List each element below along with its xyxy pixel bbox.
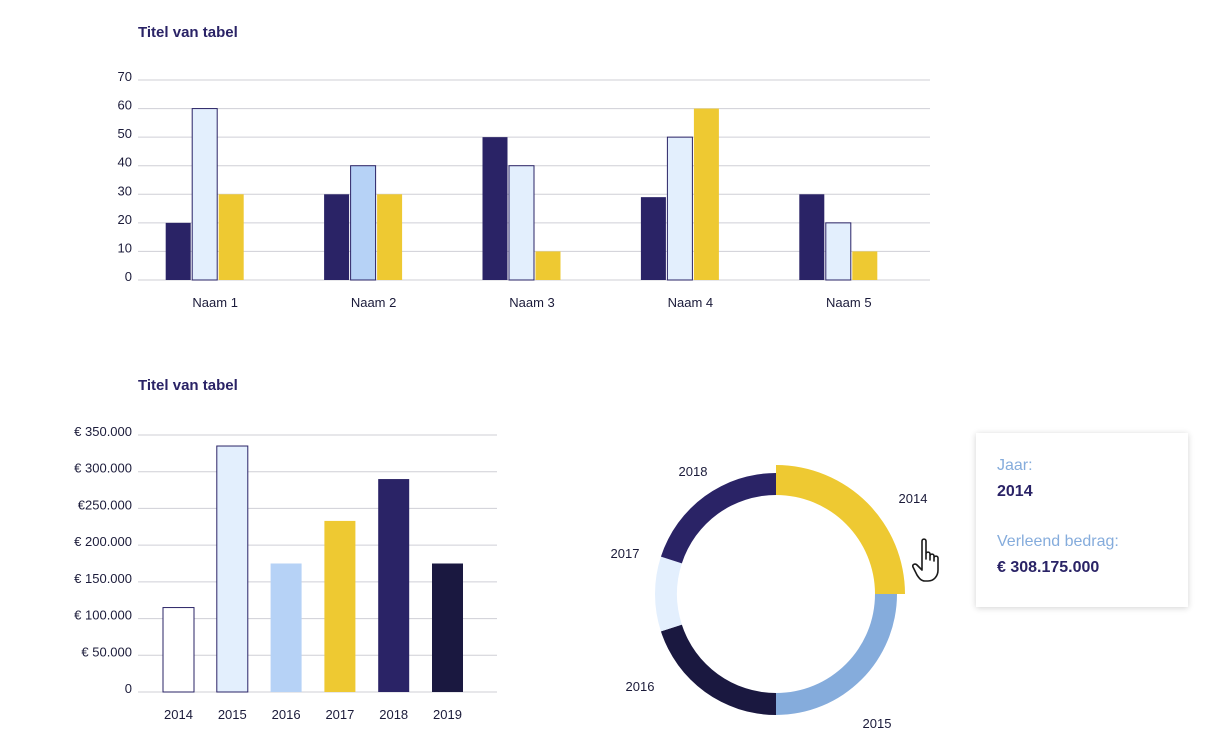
donut-chart: 2014 2015 2016 2017 2018	[611, 464, 928, 731]
slice-label: 2017	[611, 546, 640, 561]
grouped-bar-chart: 0 10 20 30 40 50 60 70 Naam 1 Naam 2 Naam 3 Naam 4 N…	[118, 69, 930, 310]
bar	[482, 137, 508, 280]
bar	[324, 194, 350, 280]
tooltip-amount-value: € 308.175.000	[997, 559, 1100, 576]
bar	[350, 165, 377, 281]
slice-label: 2018	[679, 464, 708, 479]
slice-label: 2015	[863, 716, 892, 731]
x-tick-label: Naam 1	[192, 295, 238, 310]
bar	[666, 136, 693, 281]
bar	[165, 222, 191, 280]
y-tick-label: 50	[118, 126, 132, 141]
yearly-bar-chart: 0 € 50.000 € 100.000 € 150.000 € 200.000 €250…	[74, 424, 497, 722]
y-tick-label: 40	[118, 155, 132, 170]
bar	[216, 445, 249, 693]
y-tick-label: 20	[118, 212, 132, 227]
donut-slice	[660, 473, 776, 564]
y-tick-label: € 50.000	[81, 644, 132, 659]
y-tick-label: €250.000	[78, 497, 132, 512]
x-tick-label: 2014	[164, 707, 193, 722]
x-tick-label: 2016	[272, 707, 301, 722]
x-tick-label: 2015	[218, 707, 247, 722]
bar	[270, 563, 302, 692]
bar	[378, 479, 410, 692]
y-tick-label: 10	[118, 240, 132, 255]
x-tick-label: Naam 2	[351, 295, 397, 310]
chart2-title: Titel van tabel	[138, 377, 238, 394]
donut-slice	[655, 556, 682, 632]
x-tick-label: Naam 3	[509, 295, 555, 310]
hand-pointer-icon	[912, 538, 939, 582]
chart1-title: Titel van tabel	[138, 24, 238, 41]
bar	[324, 520, 356, 692]
y-tick-label: € 200.000	[74, 534, 132, 549]
x-tick-label: Naam 4	[668, 295, 714, 310]
bar	[508, 165, 535, 281]
y-tick-label: 0	[125, 269, 132, 284]
y-tick-label: 0	[125, 681, 132, 696]
donut-slice	[776, 594, 897, 715]
donut-slice	[776, 465, 905, 594]
tooltip-year-label: Jaar:	[997, 457, 1033, 474]
x-tick-label: 2017	[325, 707, 354, 722]
donut-slice	[660, 624, 776, 715]
bar	[162, 607, 195, 693]
bar	[432, 563, 463, 692]
slice-label: 2014	[899, 491, 928, 506]
bar	[535, 251, 561, 280]
x-tick-label: Naam 5	[826, 295, 872, 310]
x-tick-label: 2019	[433, 707, 462, 722]
slice-label: 2016	[626, 679, 655, 694]
y-tick-label: 30	[118, 183, 132, 198]
y-tick-label: € 150.000	[74, 571, 132, 586]
donut-tooltip: Jaar: 2014 Verleend bedrag: € 308.175.00…	[976, 433, 1188, 607]
bar	[218, 194, 244, 280]
x-tick-label: 2018	[379, 707, 408, 722]
y-tick-label: € 100.000	[74, 608, 132, 623]
bar	[799, 194, 825, 280]
tooltip-year-value: 2014	[997, 483, 1033, 500]
y-tick-label: 70	[118, 69, 132, 84]
bar	[693, 108, 719, 280]
bar	[852, 251, 878, 280]
y-tick-label: 60	[118, 98, 132, 113]
bar	[825, 222, 852, 281]
y-tick-label: € 350.000	[74, 424, 132, 439]
bar	[640, 197, 666, 280]
bar	[191, 108, 218, 281]
tooltip-amount-label: Verleend bedrag:	[997, 533, 1119, 550]
y-tick-label: € 300.000	[74, 461, 132, 476]
bar	[377, 194, 403, 280]
